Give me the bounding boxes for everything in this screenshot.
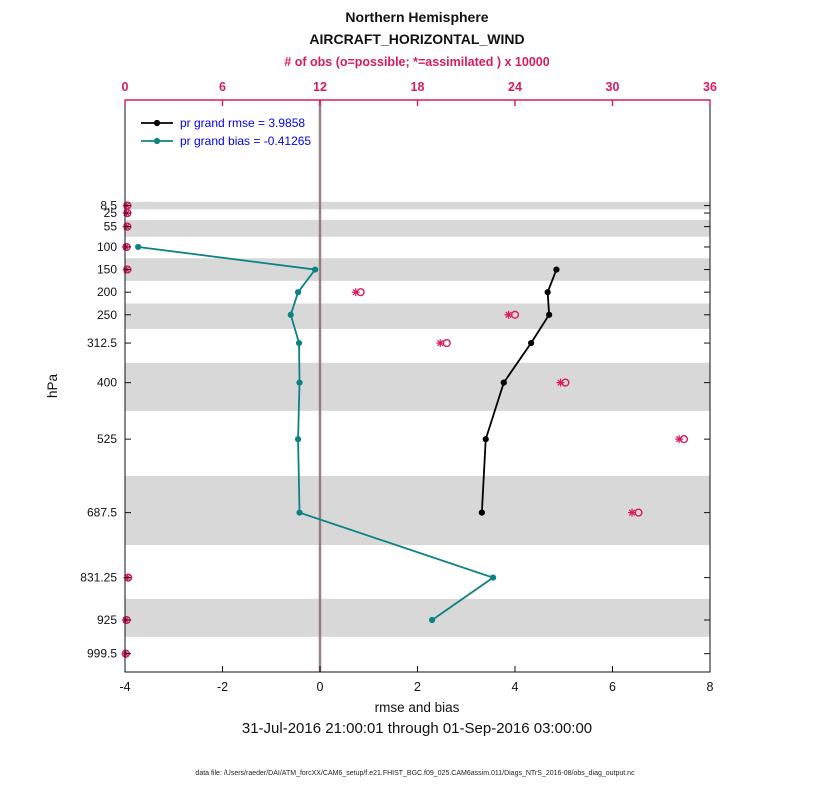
y-tick-label: 8.5 [100,199,117,213]
bias-point [312,266,319,273]
y-tick-label: 400 [97,376,117,390]
rmse-point [482,436,489,443]
legend: pr grand rmse = 3.9858 pr grand bias = -… [141,116,311,148]
obs-tick-label: 0 [122,80,129,94]
obs-tick-label: 24 [508,80,522,94]
shade-band [125,303,710,329]
axes-group: -4 -2 0 2 4 6 80 6 12 18 24 30 368.52555100150200250… [80,80,717,694]
assimilated-obs-marker [675,435,683,443]
obs-tick-label: 18 [411,80,425,94]
top-axis-label: # of obs (o=possible; *=assimilated ) x … [284,55,549,69]
bias-point [287,311,294,318]
level-shading-bands [125,201,710,637]
obs-tick-label: 6 [219,80,226,94]
x-tick-label: 2 [414,680,421,694]
bias-point [429,616,436,624]
assimilated-obs-marker [505,311,512,319]
rmse-point [553,266,560,273]
shade-band [125,219,710,237]
rmse-point [478,509,485,516]
obs-tick-label: 30 [606,80,620,94]
x-tick-label: 4 [512,680,519,694]
datafile-path: data file: /Users/raeder/DAI/ATM_forcXX/… [195,770,635,777]
assimilated-obs-marker [557,379,564,386]
bias-point [135,243,142,251]
rmse-point [546,311,553,318]
legend-bias-label: pr grand bias = -0.41265 [180,134,311,148]
bias-point [296,509,303,516]
y-tick-label: 150 [97,263,117,277]
shade-band [125,258,710,281]
y-tick-label: 525 [97,432,117,446]
chart-subtitle: AIRCRAFT_HORIZONTAL_WIND [309,31,524,47]
x-tick-label: 6 [609,680,616,694]
obs-tick-label: 12 [313,80,327,94]
shade-band [125,201,710,210]
y-tick-label: 999.5 [87,647,117,661]
shade-band [125,598,710,637]
y-tick-label: 312.5 [87,336,117,350]
y-tick-label: 100 [97,240,117,254]
bias-point [489,574,497,581]
y-tick-label: 687.5 [87,506,117,520]
obs-tick-label: 36 [703,80,717,94]
y-tick-label: 925 [97,613,117,627]
x-tick-label: 0 [317,680,324,694]
data-series-group [121,201,689,658]
y-tick-label: 25 [104,206,118,220]
bias-point [294,289,302,296]
chart-title: Northern Hemisphere [345,9,488,25]
assimilated-obs-marker [628,509,636,516]
x-tick-label: 8 [707,680,714,694]
y-axis-label: hPa [45,374,60,399]
rmse-point [500,379,507,386]
rmse-point [527,339,535,347]
timespan-caption: 31-Jul-2016 21:00:01 through 01-Sep-2016… [242,720,592,737]
shade-band [125,362,710,411]
legend-rmse-label: pr grand rmse = 3.9858 [180,116,305,130]
shade-band [125,475,710,546]
y-tick-label: 55 [104,220,118,234]
bias-point [296,379,303,386]
bias-point [294,436,302,443]
assimilated-obs-marker [437,339,444,347]
bottom-axis-label: rmse and bias [375,700,460,715]
assimilated-obs-marker [352,288,359,296]
bias-line [138,246,496,621]
bias-point [295,339,303,347]
legend-sample-marker [153,119,161,127]
x-tick-label: -4 [119,680,130,694]
rmse-point [544,289,551,296]
y-tick-label: 250 [97,308,117,322]
y-tick-label: 831.25 [80,571,117,585]
legend-sample-marker [153,137,161,145]
y-tick-label: 200 [97,285,117,299]
possible-obs-marker [442,338,451,348]
x-tick-label: -2 [217,680,228,694]
